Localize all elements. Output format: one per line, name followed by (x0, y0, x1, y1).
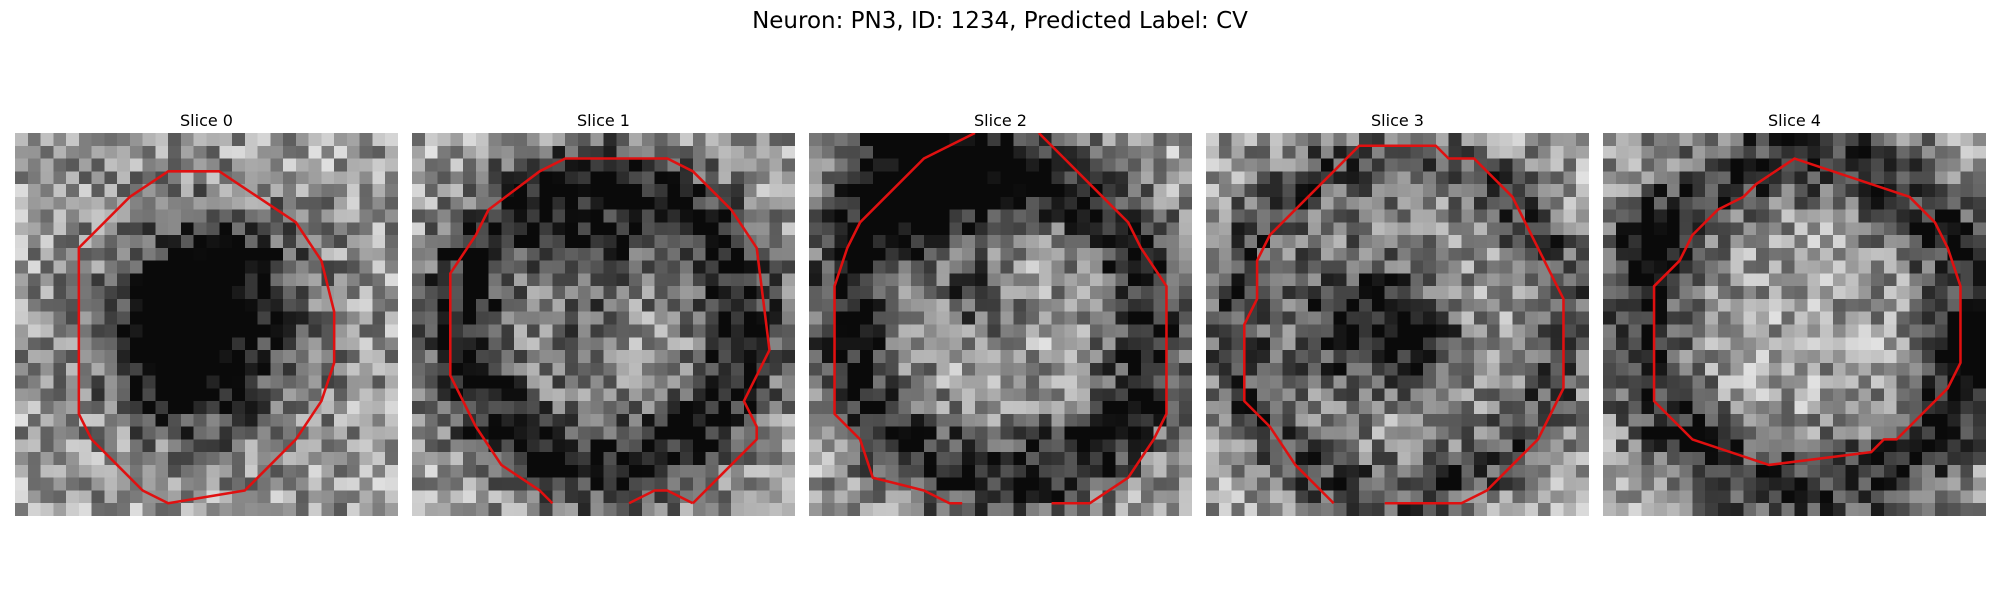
slice-panel-1: Slice 1 (412, 111, 795, 516)
slice-title: Slice 2 (974, 111, 1027, 130)
segmentation-contour (1037, 133, 1168, 505)
slice-panel-0: Slice 0 (15, 111, 398, 516)
segmentation-contour-segment (833, 133, 976, 505)
figure-title: Neuron: PN3, ID: 1234, Predicted Label: … (752, 8, 1248, 34)
slice-panel-2: Slice 2 (809, 111, 1192, 516)
slice-title: Slice 4 (1768, 111, 1821, 130)
slice-panel-4: Slice 4 (1603, 111, 1986, 516)
slice-image (1206, 133, 1589, 516)
slice-title: Slice 3 (1371, 111, 1424, 130)
slice-title: Slice 1 (577, 111, 630, 130)
segmentation-contour (1243, 144, 1565, 505)
slice-panel-3: Slice 3 (1206, 111, 1589, 516)
slice-image (15, 133, 398, 516)
segmentation-contour (1652, 157, 1962, 467)
slice-image (412, 133, 795, 516)
slice-image (1603, 133, 1986, 516)
segmentation-contour-segment (628, 489, 694, 505)
segmentation-contour (449, 157, 771, 505)
slice-title: Slice 0 (180, 111, 233, 130)
slice-image (809, 133, 1192, 516)
segmentation-contour (77, 170, 336, 505)
